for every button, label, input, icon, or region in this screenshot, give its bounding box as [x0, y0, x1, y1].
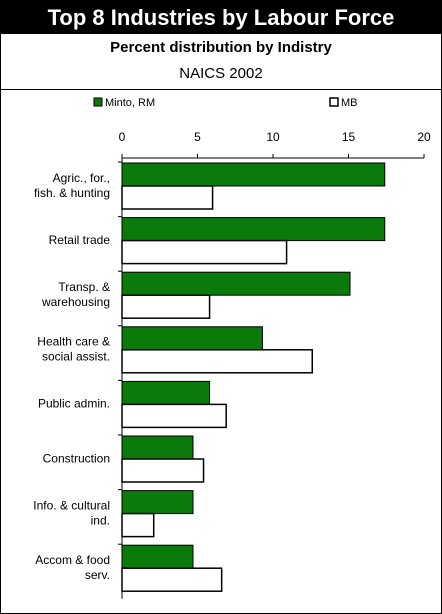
category-label: Transp. &: [58, 280, 110, 294]
category-label: serv.: [85, 568, 110, 582]
bar-mb: [121, 349, 314, 374]
bar-mb: [121, 403, 227, 429]
category-label: ind.: [91, 513, 110, 527]
bar-mb: [121, 294, 211, 319]
legend-label-mb: MB: [341, 97, 358, 109]
chart-title: Top 8 Industries by Labour Force: [1, 1, 441, 34]
x-tick-label: 15: [342, 130, 356, 144]
bar-minto: [121, 326, 263, 351]
bar-minto: [121, 380, 211, 405]
category-label: Accom & food: [35, 553, 110, 567]
x-tick-label: 20: [417, 130, 431, 144]
bar-minto: [121, 544, 194, 569]
category-label: Public admin.: [38, 397, 110, 411]
x-tick-label: 10: [266, 130, 280, 144]
category-label: Agric., for.,: [53, 171, 110, 185]
category-label: Health care &: [37, 335, 110, 349]
bar-minto: [121, 490, 194, 515]
bar-mb: [121, 567, 223, 592]
header-divider: [1, 89, 441, 90]
category-label: warehousing: [41, 295, 110, 309]
bar-mb: [121, 185, 214, 210]
category-label: Construction: [43, 451, 110, 465]
bar-minto: [121, 271, 351, 296]
chart-subtitle-2: NAICS 2002: [179, 65, 263, 82]
legend-label-minto: Minto, RM: [105, 97, 155, 109]
bar-minto: [121, 217, 386, 242]
x-tick-label: 0: [119, 130, 126, 144]
bar-minto: [121, 162, 386, 187]
bar-mb: [121, 458, 205, 483]
legend-swatch-mb: [329, 97, 339, 107]
category-label: Info. & cultural: [33, 498, 110, 512]
bar-mb: [121, 239, 288, 265]
legend-swatch-minto: [93, 97, 103, 107]
category-label: fish. & hunting: [34, 186, 110, 200]
chart-subtitle: Percent distribution by Indistry: [110, 39, 332, 56]
bar-minto: [121, 435, 194, 460]
bar-mb: [121, 512, 155, 538]
x-tick-label: 5: [194, 130, 201, 144]
category-label: Retail trade: [49, 233, 111, 247]
category-label: social assist.: [42, 350, 110, 364]
